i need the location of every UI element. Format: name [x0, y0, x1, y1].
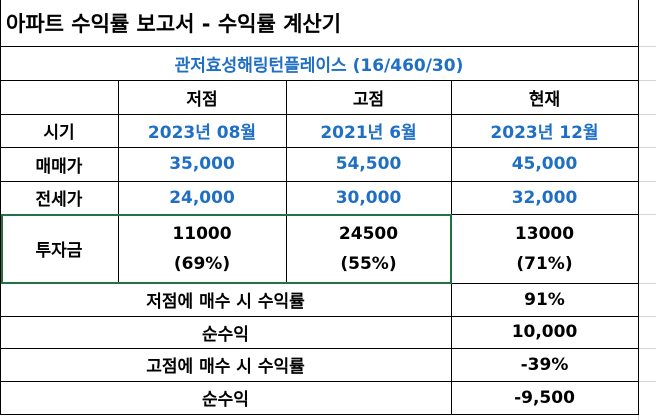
- border-line: [0, 316, 639, 317]
- gridline: [638, 283, 656, 284]
- border-line: [0, 181, 639, 182]
- high-net-value[interactable]: -9,500: [514, 387, 575, 408]
- jeonse-high[interactable]: 30,000: [335, 187, 402, 208]
- row-label-invest[interactable]: 투자금: [35, 241, 83, 261]
- header-current[interactable]: 현재: [528, 89, 561, 110]
- cell-selection: [1, 214, 452, 284]
- border-line: [0, 46, 639, 47]
- period-high[interactable]: 2021년 6월: [320, 123, 417, 143]
- row-label-jeonse[interactable]: 전세가: [35, 190, 83, 210]
- border-line: [0, 114, 639, 115]
- high-net-label[interactable]: 순수익: [202, 390, 249, 410]
- gridline: [638, 80, 656, 81]
- border-line: [0, 0, 1, 415]
- gridline: [638, 348, 656, 349]
- header-blank-cell[interactable]: [0, 80, 118, 114]
- property-name[interactable]: 관저효성해링턴플레이스 (16/460/30): [174, 55, 464, 76]
- jeonse-current[interactable]: 32,000: [511, 187, 578, 208]
- header-low[interactable]: 저점: [186, 89, 218, 110]
- gridline: [638, 147, 656, 148]
- low-net-label[interactable]: 순수익: [202, 324, 249, 345]
- jeonse-low[interactable]: 24,000: [169, 187, 235, 208]
- border-line: [0, 147, 639, 148]
- sale-high[interactable]: 54,500: [335, 154, 402, 174]
- invest-current-cell[interactable]: 13000 (71%): [451, 214, 638, 283]
- invest-high-cell[interactable]: 24500 (55%): [286, 214, 451, 283]
- low-buy-return-value[interactable]: 91%: [524, 289, 565, 310]
- border-line: [286, 80, 287, 283]
- low-buy-return-label[interactable]: 저점에 매수 시 수익률: [146, 292, 305, 312]
- border-line: [118, 80, 119, 283]
- gridline: [638, 46, 656, 47]
- gridline: [638, 114, 656, 115]
- invest-high: 24500: [338, 223, 399, 244]
- header-high[interactable]: 고점: [352, 89, 385, 110]
- sale-low[interactable]: 35,000: [169, 154, 235, 174]
- invest-low-pct: (69%): [173, 253, 231, 274]
- border-line: [0, 348, 639, 349]
- gridline: [638, 214, 656, 215]
- invest-current: 13000: [514, 223, 575, 244]
- gridline: [638, 381, 656, 382]
- row-label-period[interactable]: 시기: [43, 123, 75, 143]
- period-current[interactable]: 2023년 12월: [490, 123, 599, 143]
- gridline: [638, 181, 656, 182]
- border-line: [0, 414, 639, 415]
- row-label-sale[interactable]: 매매가: [35, 156, 83, 177]
- invest-high-pct: (55%): [340, 253, 397, 274]
- gridline: [638, 316, 656, 317]
- invest-low-cell[interactable]: 11000 (69%): [118, 214, 286, 283]
- high-buy-return-label[interactable]: 고점에 매수 시 수익률: [146, 357, 305, 377]
- low-net-value[interactable]: 10,000: [511, 322, 578, 342]
- period-low[interactable]: 2023년 08월: [147, 123, 257, 143]
- border-line: [0, 381, 639, 382]
- border-line: [0, 80, 639, 81]
- invest-current-pct: (71%): [516, 253, 573, 274]
- sale-current[interactable]: 45,000: [511, 154, 578, 174]
- high-buy-return-value[interactable]: -39%: [520, 354, 569, 375]
- report-title[interactable]: 아파트 수익률 보고서 - 수익률 계산기: [6, 12, 342, 36]
- invest-low: 11000: [172, 223, 232, 244]
- border-line: [638, 0, 639, 415]
